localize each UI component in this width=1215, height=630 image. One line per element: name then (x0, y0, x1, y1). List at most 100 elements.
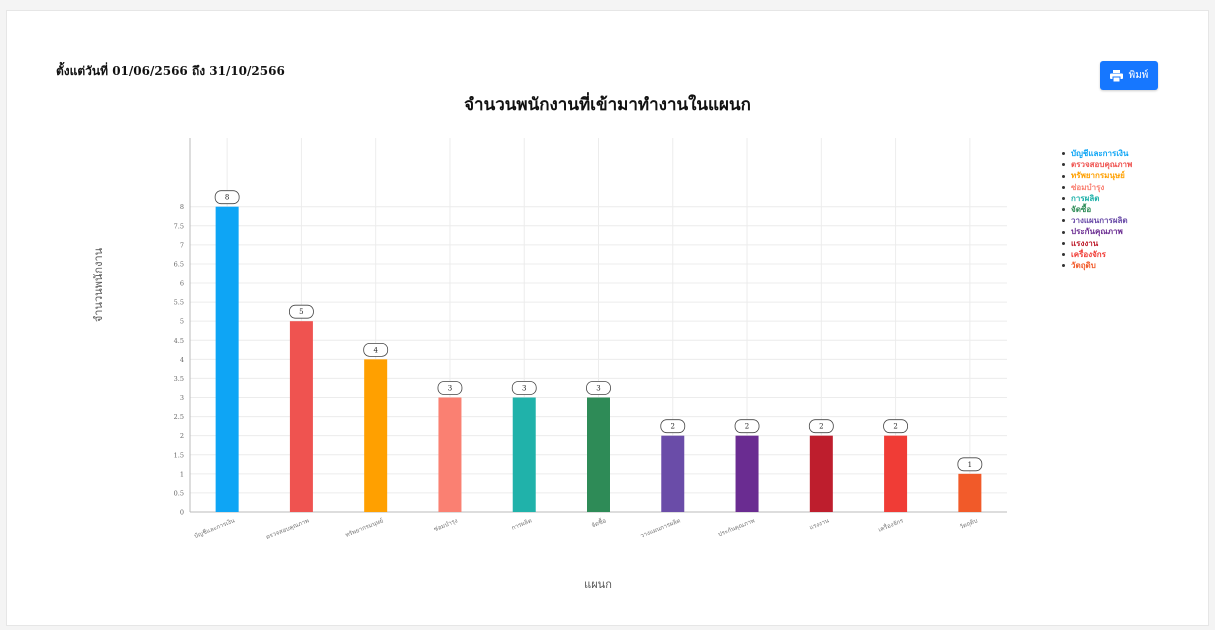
x-tick-label: บัญชีและการเงิน (193, 516, 236, 540)
legend-item[interactable]: ทรัพยากรมนุษย์ (1062, 170, 1132, 181)
legend-bullet (1062, 152, 1065, 156)
x-axis-title: แผนก (584, 578, 612, 591)
y-tick-label: 4 (180, 356, 184, 364)
y-tick-label: 7 (180, 241, 184, 249)
date-range-text: ตั้งแต่วันที่ 01/06/2566 ถึง 31/10/2566 (56, 64, 285, 78)
y-tick-label: 3 (180, 394, 184, 402)
x-tick-label: การผลิต (511, 517, 533, 532)
legend-item[interactable]: เครื่องจักร (1062, 249, 1132, 260)
data-label: 3 (596, 385, 600, 393)
bar (289, 321, 313, 512)
data-label: 2 (819, 423, 823, 431)
data-label-box (437, 381, 463, 395)
x-tick-label: ตรวจสอบคุณภาพ (265, 517, 310, 541)
y-tick-label: 0.5 (174, 489, 184, 497)
x-tick-label: เครื่องจักร (877, 516, 905, 534)
data-label: 4 (373, 346, 378, 354)
bar (809, 435, 833, 512)
y-tick-label: 1 (180, 470, 184, 478)
print-button-label: พิมพ์ (1128, 70, 1149, 81)
legend-bullet (1062, 174, 1065, 178)
data-label: 2 (893, 423, 897, 431)
legend-item[interactable]: แรงงาน (1062, 238, 1132, 249)
bar (438, 397, 462, 512)
y-tick-label: 7.5 (174, 222, 184, 230)
data-label-box (289, 304, 314, 319)
data-label: 2 (745, 423, 749, 431)
legend-item[interactable]: ตรวจสอบคุณภาพ (1062, 159, 1132, 170)
data-label: 5 (299, 308, 303, 316)
legend-label: เครื่องจักร (1071, 248, 1106, 259)
legend-label: ทรัพยากรมนุษย์ (1071, 170, 1125, 181)
legend-bullet (1062, 163, 1065, 167)
data-label-box (660, 419, 686, 434)
data-label-box (734, 419, 760, 434)
legend-label: บัญชีและการเงิน (1071, 148, 1129, 158)
y-tick-label: 0 (180, 509, 184, 517)
legend-label: ซ่อมบำรุง (1071, 181, 1105, 192)
x-tick-label: วัตถุดิบ (959, 517, 979, 531)
legend-item[interactable]: วางแผนการผลิต (1062, 215, 1132, 226)
report-card (6, 10, 1209, 626)
legend-bullet (1062, 219, 1065, 223)
legend-bullet (1062, 185, 1065, 189)
data-label-box (511, 381, 537, 395)
x-tick-label: ทรัพยากรมนุษย์ (344, 516, 384, 539)
legend-label: แรงงาน (1071, 237, 1099, 248)
data-label: 1 (968, 461, 972, 469)
data-label: 3 (522, 385, 526, 393)
x-tick-label: ซ่อมบำรุง (433, 517, 459, 533)
data-label-box (586, 381, 611, 395)
legend-bullet (1062, 241, 1065, 245)
y-tick-label: 5.5 (174, 299, 184, 307)
legend-bullet (1062, 264, 1065, 268)
data-label-box (808, 419, 834, 434)
legend-bullet (1062, 252, 1065, 256)
legend-label: การผลิต (1071, 192, 1100, 203)
data-label: 2 (671, 423, 675, 431)
bar (587, 397, 610, 512)
y-tick-label: 1.5 (174, 451, 184, 459)
legend-bullet (1062, 230, 1065, 234)
legend-bullet (1062, 208, 1065, 212)
y-tick-label: 2 (180, 432, 184, 440)
data-label-box (214, 190, 240, 205)
y-tick-label: 6.5 (174, 260, 184, 268)
data-label-box (957, 457, 983, 472)
legend-item[interactable]: วัตถุดิบ (1062, 260, 1132, 271)
legend-item[interactable]: ซ่อมบำรุง (1062, 182, 1132, 193)
chart-title: จำนวนพนักงานที่เข้ามาทำงานในแผนก (464, 95, 751, 115)
data-label-box (883, 419, 908, 434)
legend-label: ตรวจสอบคุณภาพ (1071, 159, 1133, 170)
legend-label: วัตถุดิบ (1071, 260, 1096, 271)
legend-item[interactable]: การผลิต (1062, 193, 1132, 204)
y-tick-label: 2.5 (174, 413, 184, 421)
bar (215, 206, 239, 512)
bar (884, 435, 908, 512)
legend-label: ประกันคุณภาพ (1071, 226, 1123, 237)
bar (958, 473, 982, 512)
legend-item[interactable]: ประกันคุณภาพ (1062, 226, 1132, 237)
x-tick-label: จัดซื้อ (590, 514, 608, 529)
data-label: 3 (448, 385, 452, 393)
x-tick-label: แรงงาน (809, 517, 831, 531)
y-tick-label: 3.5 (174, 375, 184, 383)
y-tick-label: 4.5 (174, 337, 184, 345)
bar (735, 435, 759, 512)
chart-legend: บัญชีและการเงิน ตรวจสอบคุณภาพ ทรัพยากรมนุษ… (1062, 148, 1132, 271)
bar (512, 397, 536, 512)
legend-item[interactable]: จัดซื้อ (1062, 204, 1132, 215)
legend-item[interactable]: บัญชีและการเงิน (1062, 148, 1132, 159)
x-tick-label: ประกันคุณภาพ (717, 517, 756, 538)
y-tick-label: 6 (180, 280, 184, 288)
data-label: 8 (225, 194, 229, 202)
legend-label: จัดซื้อ (1071, 204, 1092, 215)
legend-bullet (1062, 196, 1065, 200)
data-label-box (363, 342, 389, 357)
y-tick-label: 5 (180, 318, 184, 326)
bar (364, 359, 388, 512)
print-button[interactable]: พิมพ์ (1100, 61, 1158, 90)
y-tick-label: 8 (180, 203, 184, 211)
x-tick-label: วางแผนการผลิต (640, 517, 682, 539)
